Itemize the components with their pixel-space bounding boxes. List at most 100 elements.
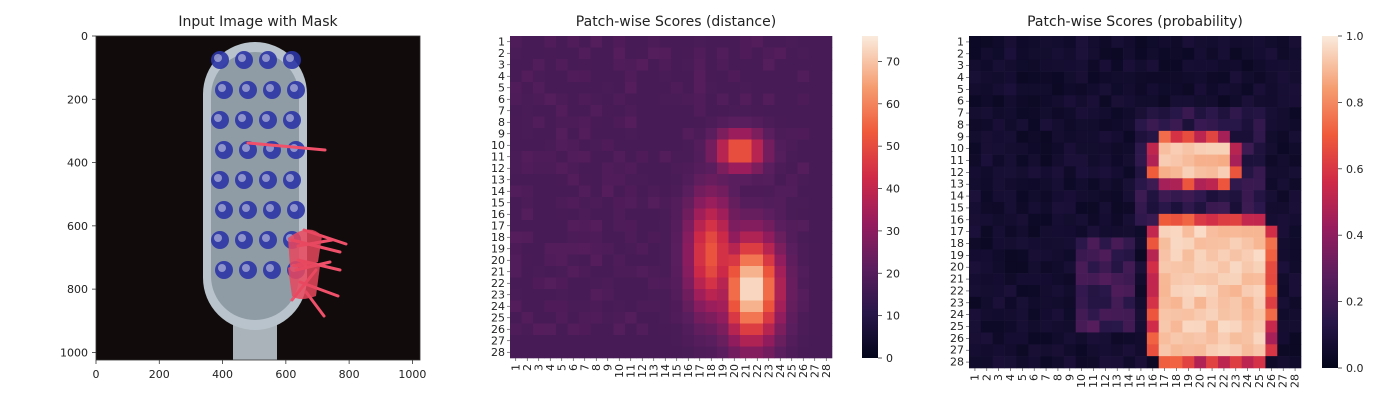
heatmap-cell [579,185,591,198]
heatmap-cell [1052,261,1065,274]
heatmap-cell [1052,59,1065,72]
heatmap-cell [1253,213,1266,227]
heatmap-cell [1229,36,1243,49]
heatmap-cell [1170,320,1183,333]
heatmap-cell [763,59,775,71]
col-label: 3 [532,364,545,371]
heatmap-cell [1028,213,1041,227]
heatmap-cell [809,174,821,186]
heatmap-cell [969,166,982,179]
heatmap-cell [763,277,775,290]
heatmap-cell [1146,320,1160,333]
heatmap-cell [1099,83,1112,96]
heatmap-cell [980,249,994,262]
heatmap-cell [1123,166,1136,179]
x-tick-label: 400 [212,368,233,381]
row-label: 23 [491,288,505,301]
heatmap-cell [694,59,706,71]
heatmap-cell [659,220,672,232]
heatmap-cell [1135,261,1148,274]
heatmap-cell [763,243,775,255]
heatmap-cell [590,82,603,94]
heatmap-cell [682,185,695,198]
heatmap-cell [717,231,729,244]
heatmap-cell [1016,36,1029,49]
heatmap-cell [1182,83,1195,96]
heatmap-cell [613,82,626,94]
heatmap-cell [1063,237,1077,250]
heatmap-cell [567,82,580,94]
heatmap-cell [1289,190,1302,203]
heatmap-cell [1004,225,1017,238]
bristle-highlight [242,204,250,212]
heatmap-cell [1004,332,1017,345]
heatmap-cell [1182,107,1195,120]
heatmap-cell [533,162,545,175]
heatmap-cell [980,296,994,310]
heatmap-cell [648,116,660,129]
heatmap-cell [1087,344,1100,357]
heatmap-cell [510,346,522,359]
heatmap-cell [763,231,775,244]
row-label: 19 [950,249,964,262]
heatmap-cell [544,254,557,267]
heatmap-cell [625,93,637,106]
heatmap-cell [705,289,718,301]
heatmap-cell [567,220,580,232]
col-label: 26 [797,364,810,378]
heatmap-cell [625,47,637,60]
heatmap-cell [1229,119,1243,132]
heatmap-cell [992,320,1005,333]
heatmap-cell [717,300,729,313]
heatmap-cell [1040,154,1053,167]
heatmap-cell [1158,130,1171,144]
heatmap-cell [533,116,545,129]
heatmap-cell [556,174,568,186]
heatmap-cell [510,93,522,106]
heatmap-cell [1194,47,1207,61]
heatmap-cell [556,266,568,278]
heatmap-cell [556,139,568,152]
heatmap-cell [1099,178,1112,191]
heatmap-cell [728,208,741,221]
heatmap-cell [1241,59,1254,72]
heatmap-cell [1146,47,1160,61]
heatmap-cell [1111,95,1124,108]
heatmap-cell [1218,119,1231,132]
heatmap-cell [613,266,626,278]
heatmap-cell [1040,166,1053,179]
heatmap-cell [786,243,798,255]
heatmap-cell [1004,71,1017,84]
heatmap-cell [1218,95,1231,108]
heatmap-cell [1218,225,1231,238]
heatmap-cell [1277,344,1290,357]
heatmap-cell [567,70,580,83]
heatmap-cell [510,36,522,48]
heatmap-cell [1087,178,1100,191]
heatmap-cell [1052,308,1065,321]
heatmap-cell [1040,225,1053,238]
heatmap-cell [556,312,568,324]
heatmap-cell [1241,273,1254,286]
heatmap-cell [1182,332,1195,345]
heatmap-cell [797,70,810,83]
heatmap-cell [671,36,683,48]
heatmap-cell [1004,107,1017,120]
heatmap-cell [659,36,672,48]
heatmap-cell [1016,332,1029,345]
heatmap-cell [1075,296,1088,310]
heatmap-cell [1158,178,1171,191]
heatmap-cell [533,312,545,324]
heatmap-cell [1253,344,1266,357]
heatmap-cell [1289,261,1302,274]
heatmap-cell [533,243,545,255]
heatmap-cell [694,47,706,60]
heatmap-cell [717,128,729,140]
x-tick-label: 1000 [398,368,426,381]
heatmap-cell [544,174,557,186]
heatmap-cell [740,151,752,163]
heatmap-cell [1040,237,1053,250]
heatmap-cell [613,105,626,117]
heatmap-cell [705,323,718,336]
heatmap-cell [1040,190,1053,203]
